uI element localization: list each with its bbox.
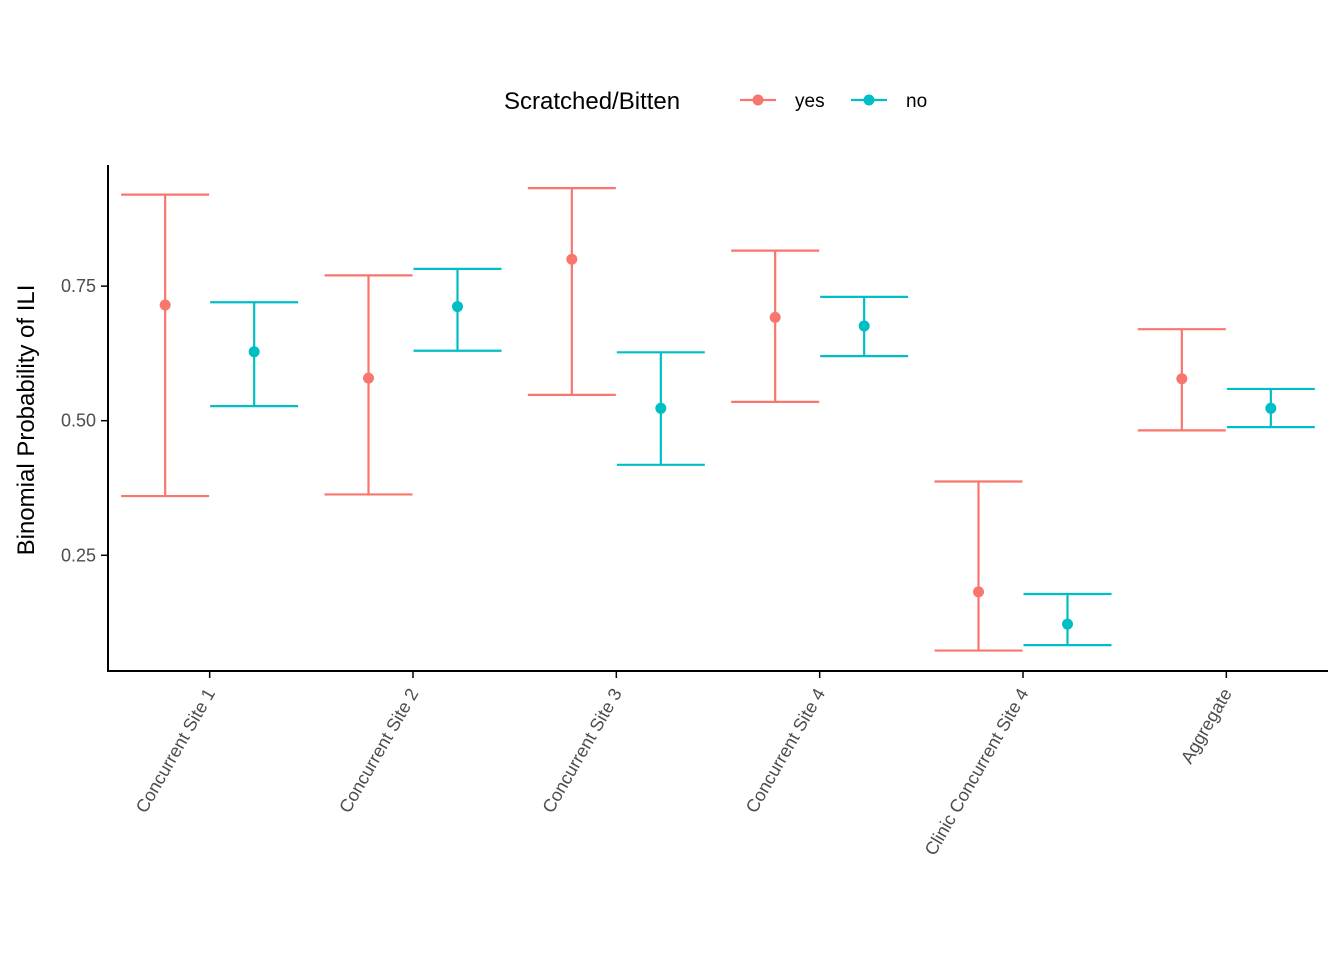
- x-tick-label: Aggregate: [1177, 685, 1236, 767]
- legend-key-yes-point: [752, 94, 764, 106]
- legend-title: Scratched/Bitten: [504, 88, 680, 115]
- point-no: [858, 320, 870, 332]
- y-axis-title: Binomial Probability of ILI: [13, 285, 40, 556]
- x-tick-label: Concurrent Site 1: [132, 685, 219, 816]
- point-yes: [1176, 373, 1188, 385]
- point-no: [1265, 402, 1277, 414]
- legend-label-no: no: [906, 91, 927, 112]
- point-yes: [973, 586, 984, 598]
- x-tick-label: Concurrent Site 2: [335, 685, 422, 816]
- legend: Scratched/Bitten yes no: [504, 88, 927, 115]
- y-tick-label: 0.75: [61, 276, 96, 296]
- x-tick-label: Concurrent Site 4: [742, 685, 829, 816]
- point-no: [655, 402, 667, 414]
- point-yes: [566, 253, 578, 265]
- x-tick-label: Concurrent Site 3: [538, 685, 625, 816]
- y-tick-label: 0.25: [61, 545, 96, 565]
- point-yes: [363, 372, 374, 384]
- point-yes: [159, 299, 171, 311]
- point-no: [248, 346, 260, 358]
- plot-area: 0.25 0.50 0.75 Concurrent Site 1 Concurrent …: [61, 165, 1328, 859]
- point-yes: [769, 311, 781, 323]
- x-tick-label: Clinic Concurrent Site 4: [921, 685, 1033, 859]
- legend-label-yes: yes: [795, 91, 825, 112]
- point-no: [452, 301, 463, 313]
- legend-key-no-point: [863, 94, 875, 106]
- point-no: [1062, 618, 1073, 630]
- y-tick-label: 0.50: [61, 411, 96, 431]
